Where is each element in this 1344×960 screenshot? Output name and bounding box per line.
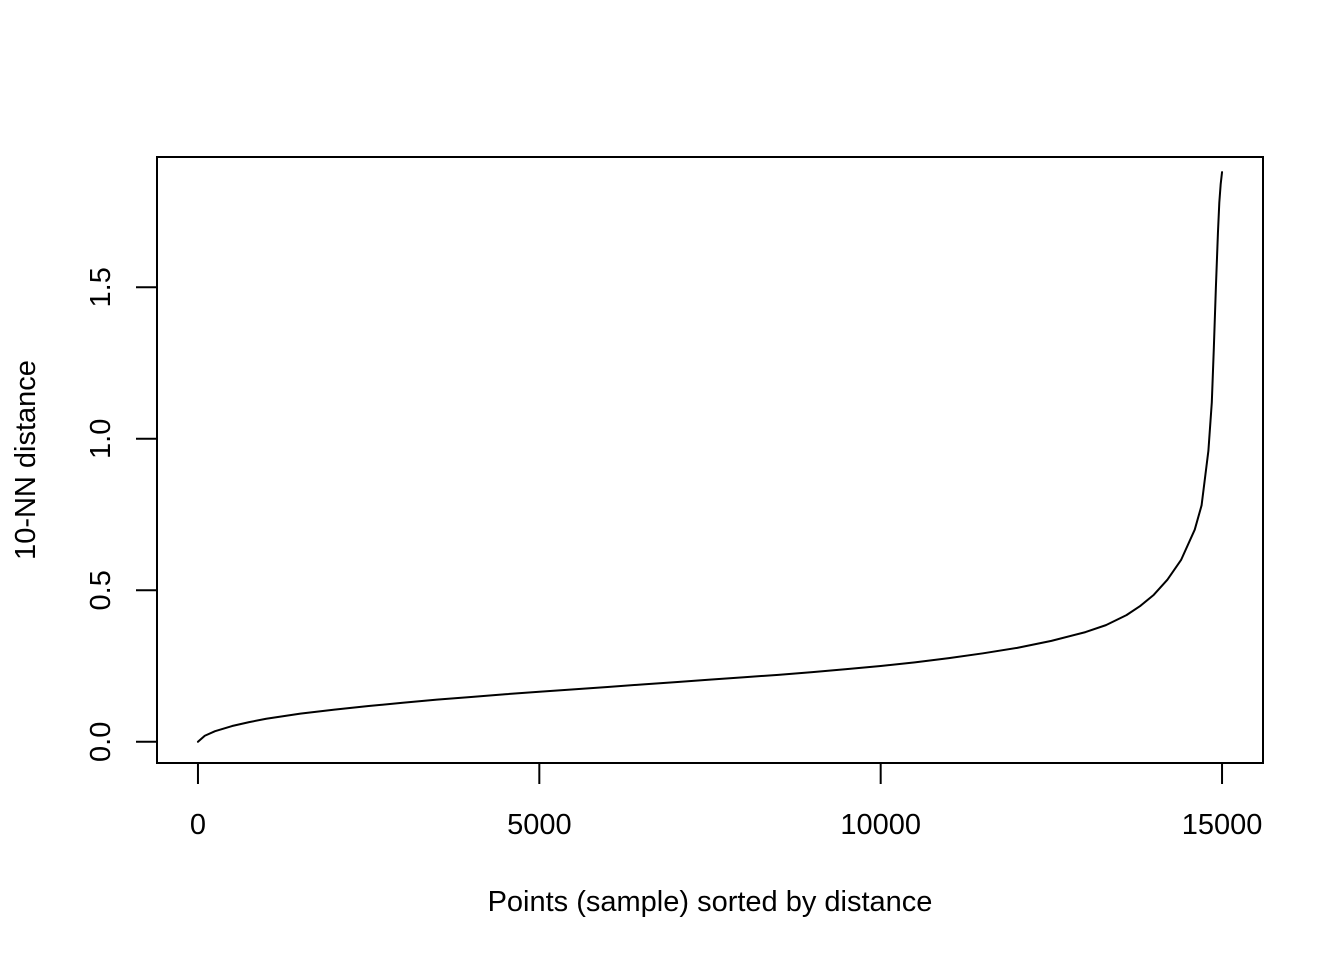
y-axis-title: 10-NN distance [10,360,42,560]
y-tick-label: 0.0 [85,722,117,762]
x-tick-label: 15000 [1182,809,1263,841]
x-axis: 0 5000 10000 15000 [190,762,1263,841]
series-line [196,171,1224,743]
y-tick-label: 0.5 [85,570,117,610]
y-axis: 0.0 0.5 1.0 1.5 [85,267,158,762]
y-tick-label: 1.0 [85,419,117,459]
x-tick-label: 10000 [840,809,921,841]
series-layer [196,171,1224,743]
x-tick-label: 0 [190,809,206,841]
x-tick-label: 5000 [507,809,572,841]
y-tick-label: 1.5 [85,267,117,307]
plot-frame [156,156,1264,764]
x-axis-title: Points (sample) sorted by distance [488,886,933,918]
